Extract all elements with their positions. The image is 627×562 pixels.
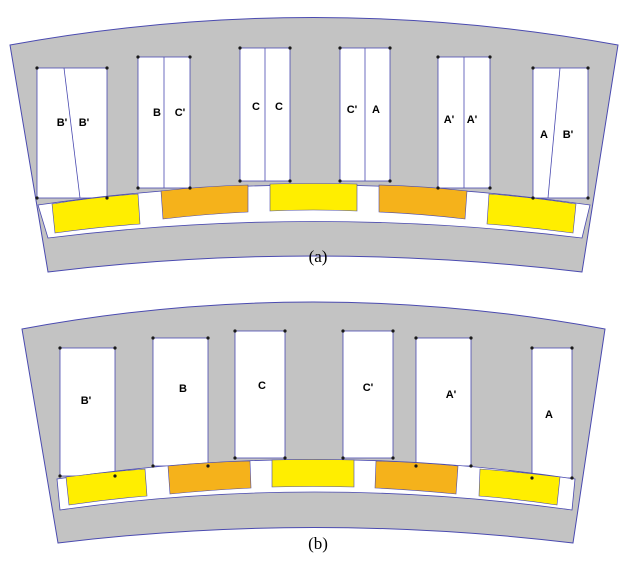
mesh-node (113, 474, 117, 478)
mesh-node (414, 464, 418, 468)
slot-divider (547, 67, 561, 199)
magnet-a-4 (378, 184, 468, 220)
coil-label: B (179, 383, 187, 395)
magnet-b-2 (167, 460, 252, 495)
mesh-node (436, 186, 440, 190)
magnet-a-5 (486, 193, 577, 234)
mesh-node (531, 196, 535, 200)
coil-label: B' (81, 395, 92, 407)
mesh-node (391, 456, 395, 460)
mesh-node (35, 196, 39, 200)
mesh-node (341, 456, 345, 460)
mesh-node (283, 329, 287, 333)
coil-label: A (545, 409, 553, 421)
slot-b-2 (152, 337, 209, 467)
figure-b-caption: (b) (308, 534, 328, 553)
mesh-node (338, 179, 342, 183)
mesh-node (233, 329, 237, 333)
mesh-node (531, 66, 535, 70)
slot-b-6 (531, 347, 573, 479)
coil-label: B' (563, 129, 574, 141)
mesh-node (388, 46, 392, 50)
mesh-node (151, 336, 155, 340)
mesh-node (469, 464, 473, 468)
mesh-node (35, 66, 39, 70)
mesh-node (586, 66, 590, 70)
slot-group-b (59, 330, 573, 479)
magnet-group-a (51, 183, 577, 234)
figure-a-caption: (a) (309, 247, 328, 266)
mesh-node (530, 346, 534, 350)
mesh-node (58, 346, 62, 350)
figure-b: B' B C C' A' A (b) (21, 301, 606, 553)
mesh-node (436, 55, 440, 59)
magnet-b-5 (478, 468, 561, 506)
mesh-node (530, 476, 534, 480)
magnet-group-b (65, 459, 561, 506)
slot-group-a (36, 47, 589, 199)
coil-label: B' (79, 117, 90, 129)
mesh-nodes (35, 46, 590, 480)
mesh-node (233, 456, 237, 460)
coil-label: A' (446, 389, 457, 401)
mesh-node (586, 196, 590, 200)
coil-label: B (153, 107, 161, 119)
coil-label: C (252, 101, 260, 113)
mesh-node (188, 186, 192, 190)
coil-label: A' (467, 114, 478, 126)
mesh-node (105, 66, 109, 70)
magnet-a-1 (51, 193, 141, 234)
coil-label: B' (57, 117, 68, 129)
coil-label: A' (444, 114, 455, 126)
mesh-node (288, 46, 292, 50)
mesh-node (206, 464, 210, 468)
slot-b-3 (234, 330, 286, 459)
coil-labels-a: B' B' B C' C C C' A A' A' A B' (57, 101, 574, 141)
mesh-node (105, 196, 109, 200)
slot-b-1 (59, 347, 116, 477)
mesh-node (151, 464, 155, 468)
magnet-b-1 (65, 468, 148, 506)
mesh-node (283, 456, 287, 460)
mesh-node (206, 336, 210, 340)
mesh-node (136, 55, 140, 59)
mesh-node (113, 346, 117, 350)
mesh-node (238, 46, 242, 50)
mesh-node (570, 346, 574, 350)
mesh-node (488, 186, 492, 190)
slot-b-5 (415, 337, 472, 467)
coil-label: C (258, 380, 266, 392)
mesh-node (570, 476, 574, 480)
mesh-node (288, 179, 292, 183)
slot-a-6 (532, 67, 589, 199)
mesh-node (188, 55, 192, 59)
magnet-a-3 (269, 183, 358, 212)
slot-b-4 (342, 330, 394, 459)
coil-label: C' (175, 107, 186, 119)
mesh-node (238, 179, 242, 183)
mesh-node (341, 329, 345, 333)
coil-label: C' (363, 382, 374, 394)
mesh-node (414, 336, 418, 340)
mesh-node (136, 186, 140, 190)
coil-label: C (275, 101, 283, 113)
slot-divider (63, 67, 81, 199)
mesh-node (391, 329, 395, 333)
mesh-node (58, 474, 62, 478)
coil-label: A (372, 104, 380, 116)
coil-label: C' (347, 104, 358, 116)
coil-labels-b: B' B C C' A' A (81, 380, 553, 421)
mesh-node (338, 46, 342, 50)
figure-a: B' B' B C' C C C' A A' A' A B' (a) (9, 17, 619, 273)
magnet-b-3 (271, 459, 355, 488)
mesh-node (388, 179, 392, 183)
magnet-b-4 (374, 460, 459, 495)
mesh-node (469, 336, 473, 340)
mesh-node (488, 55, 492, 59)
coil-label: A (540, 129, 548, 141)
